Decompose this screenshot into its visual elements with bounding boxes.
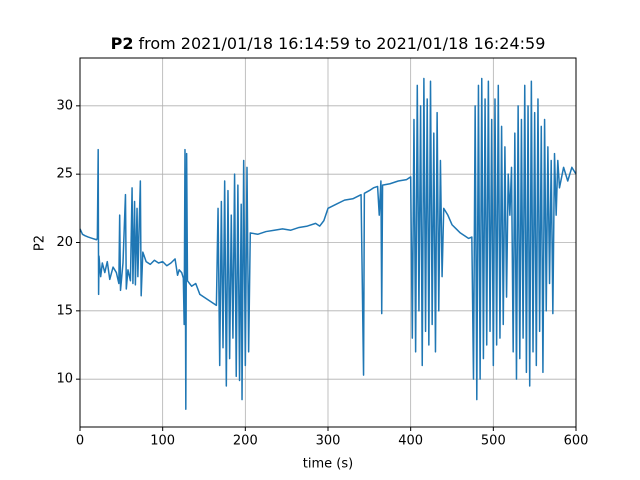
x-tick-label: 200 bbox=[233, 434, 258, 449]
x-axis-label: time (s) bbox=[303, 457, 353, 472]
data-line bbox=[79, 77, 577, 410]
title-text: from 2021/01/18 16:14:59 to 2021/01/18 1… bbox=[138, 34, 545, 53]
x-tick-label: 300 bbox=[316, 434, 341, 449]
x-tick-label: 600 bbox=[564, 434, 589, 449]
y-tick-label: 15 bbox=[56, 303, 73, 318]
x-tick-label: 400 bbox=[398, 434, 423, 449]
x-tick-label: 100 bbox=[150, 434, 175, 449]
y-tick-label: 25 bbox=[56, 167, 73, 182]
y-axis-label: P2 bbox=[33, 235, 48, 251]
x-tick-label: 500 bbox=[481, 434, 506, 449]
y-tick-label: 10 bbox=[56, 372, 73, 387]
x-tick-label: 0 bbox=[76, 434, 84, 449]
y-tick-label: 30 bbox=[56, 98, 73, 113]
title-bold: P2 bbox=[111, 34, 134, 53]
chart-title: P2 from 2021/01/18 16:14:59 to 2021/01/18… bbox=[111, 34, 546, 53]
plot-frame bbox=[79, 57, 577, 428]
y-tick-label: 20 bbox=[56, 235, 73, 250]
